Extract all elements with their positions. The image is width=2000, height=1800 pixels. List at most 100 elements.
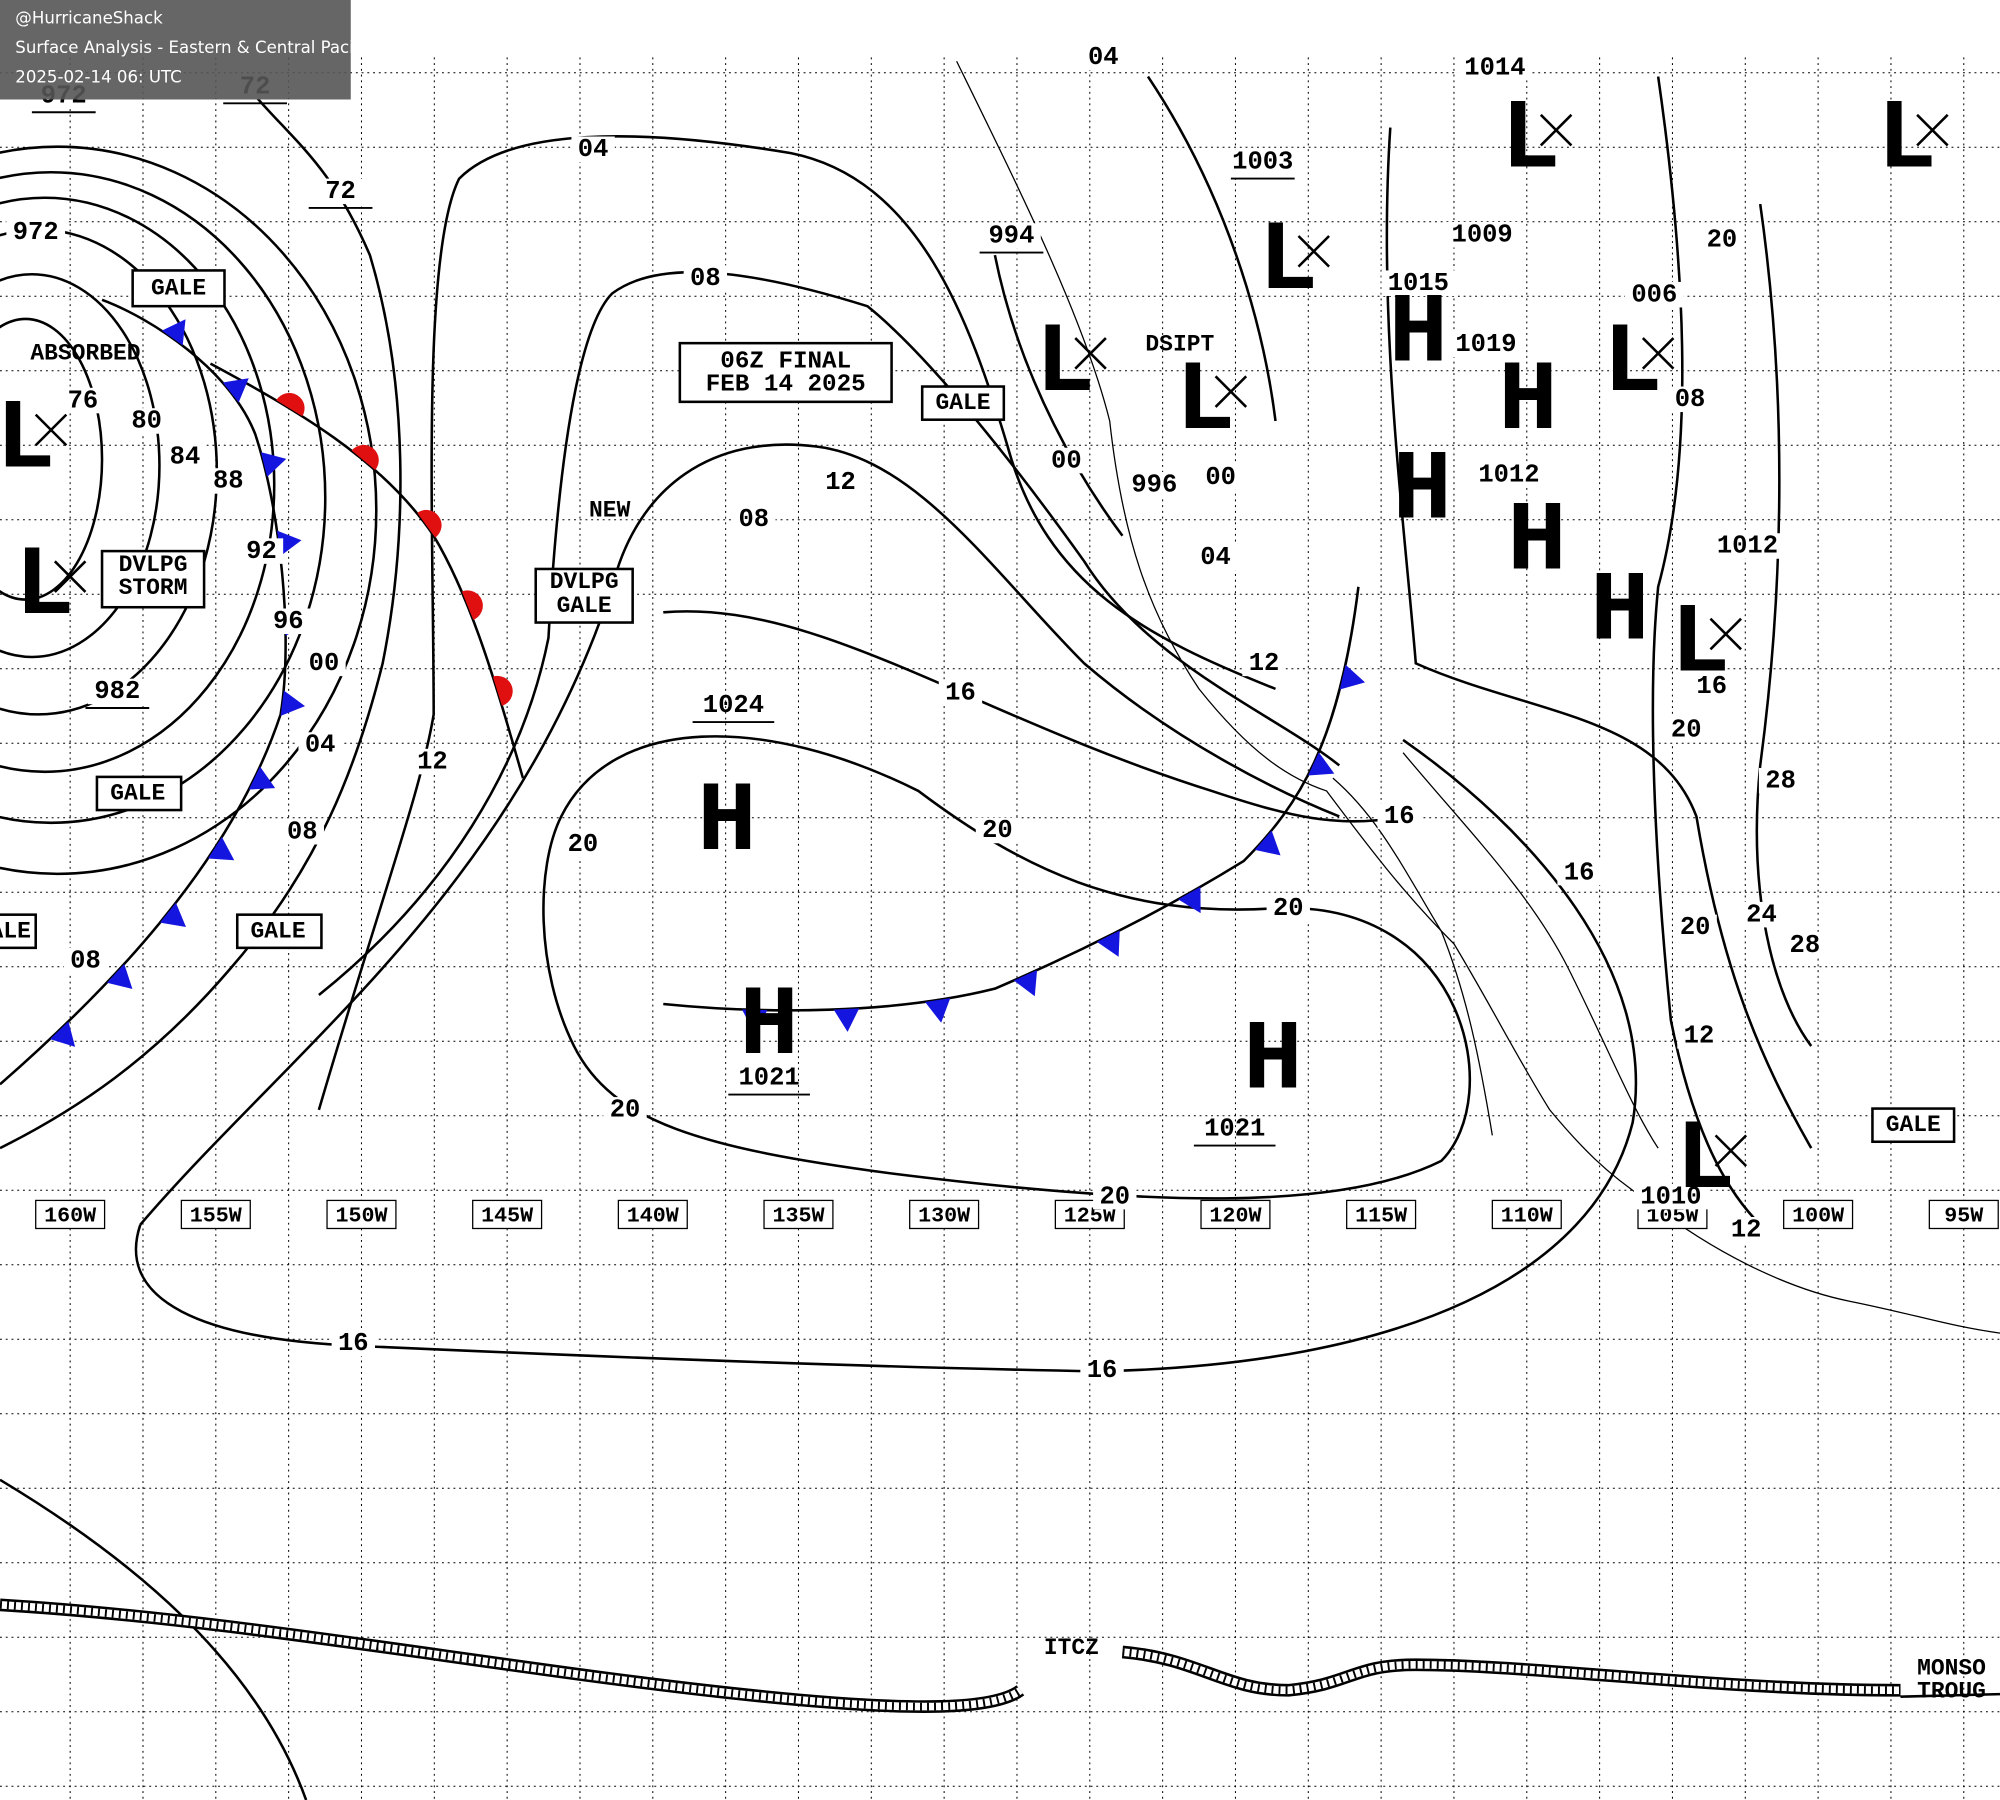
low-center-mark xyxy=(1539,113,1573,147)
isobar-label: 76 xyxy=(68,386,99,415)
feature-box xyxy=(95,775,183,812)
feature-label: MONSO xyxy=(1917,1656,1986,1682)
low-center-mark xyxy=(53,560,87,593)
label-backdrop xyxy=(1783,932,1827,959)
feature-box xyxy=(100,549,206,609)
isobar-label: 88 xyxy=(213,467,244,496)
label-backdrop xyxy=(1081,44,1125,71)
isobar-label: 08 xyxy=(1675,385,1706,414)
longitude-box xyxy=(326,1199,397,1230)
isobar-label: 1019 xyxy=(1455,330,1516,359)
isobar-label: 1010 xyxy=(1640,1182,1701,1211)
isobar-label: 1009 xyxy=(1452,220,1513,249)
cold-front-symbol xyxy=(160,902,186,927)
label-backdrop xyxy=(239,538,284,564)
isobar-label: 12 xyxy=(1249,649,1280,678)
label-backdrop xyxy=(280,818,324,845)
isobar-label: 20 xyxy=(610,1096,641,1125)
cold-front-symbol xyxy=(1178,886,1201,914)
title-box xyxy=(678,341,893,404)
pressure-center-value: 1024 xyxy=(703,691,764,720)
label-backdrop xyxy=(732,506,776,532)
isobar xyxy=(0,94,402,1150)
feature-label: ALE xyxy=(0,918,31,944)
label-backdrop xyxy=(1625,281,1684,308)
cold-front-symbol xyxy=(1308,752,1335,776)
feature-label: STORM xyxy=(119,575,188,601)
isobar-label: 20 xyxy=(1099,1182,1130,1211)
isobar xyxy=(993,75,1277,537)
cold-front-symbol xyxy=(1339,664,1366,690)
label-backdrop xyxy=(1193,544,1238,571)
isobar xyxy=(0,196,276,773)
label-backdrop xyxy=(1700,227,1744,253)
pressure-center-value: 1021 xyxy=(1204,1115,1265,1144)
longitude-label: 150W xyxy=(335,1203,387,1228)
longitude-label: 130W xyxy=(918,1203,970,1228)
cold-front-symbol xyxy=(161,319,186,346)
label-backdrop xyxy=(683,265,728,291)
label-backdrop xyxy=(1677,1023,1721,1049)
isobar-label: 80 xyxy=(131,407,162,436)
pressure-center-symbol: L xyxy=(1501,84,1561,197)
label-backdrop xyxy=(1673,914,1717,941)
pressure-center-symbol: H xyxy=(1392,434,1452,547)
isobar-label: 20 xyxy=(568,830,599,859)
isobar-label: 08 xyxy=(739,505,770,534)
label-backdrop xyxy=(1557,859,1601,886)
feature-label: DSIPT xyxy=(1145,331,1214,357)
isobar xyxy=(1651,76,1762,1226)
feature-box xyxy=(131,269,226,308)
label-backdrop xyxy=(1448,331,1523,358)
feature-label: GALE xyxy=(935,390,990,416)
warm-front-symbol xyxy=(276,392,305,417)
longitude-label: 115W xyxy=(1355,1203,1407,1228)
label-backdrop xyxy=(1668,386,1712,413)
label-backdrop xyxy=(302,650,346,677)
feature-box xyxy=(920,385,1006,421)
itcz-hatch xyxy=(0,1600,1901,1711)
longitude-box xyxy=(1346,1199,1417,1230)
cold-front-symbol xyxy=(1254,830,1281,856)
label-backdrop xyxy=(982,223,1041,249)
label-backdrop xyxy=(1242,650,1286,677)
label-backdrop xyxy=(266,608,310,635)
feature-box xyxy=(235,913,323,950)
low-center-mark xyxy=(1709,617,1742,651)
pressure-center-symbol: L xyxy=(1676,1104,1736,1217)
isobar xyxy=(0,317,104,601)
feature-box xyxy=(534,567,634,624)
isobar-label: 1014 xyxy=(1464,53,1525,82)
isobar xyxy=(139,443,1340,1226)
label-backdrop xyxy=(938,679,983,706)
isobar-label: 1012 xyxy=(1717,532,1778,561)
pressure-center-symbol: L xyxy=(15,530,75,643)
stationary-front xyxy=(663,586,1360,1012)
label-backdrop xyxy=(1758,767,1803,794)
feature-label: ABSORBED xyxy=(30,340,140,366)
isobar-label: 16 xyxy=(945,678,976,707)
pressure-center-symbol: H xyxy=(697,766,757,879)
warm-front-symbol xyxy=(492,675,513,706)
label-backdrop xyxy=(1690,673,1734,700)
title-box-line: FEB 14 2025 xyxy=(706,371,866,398)
isobar-label: 96 xyxy=(273,607,304,636)
feature-label: GALE xyxy=(557,593,612,619)
feature-label: GALE xyxy=(151,275,206,301)
feature-label: DVLPG xyxy=(119,552,188,578)
warm-front-symbol xyxy=(461,590,483,620)
longitude-box xyxy=(909,1199,980,1230)
pressure-center-symbol: H xyxy=(1590,556,1650,669)
pressure-center-symbol: H xyxy=(1507,485,1567,598)
longitude-box xyxy=(763,1199,834,1230)
longitude-label: 145W xyxy=(481,1203,533,1228)
isobar xyxy=(0,273,161,659)
longitude-box xyxy=(1200,1199,1271,1230)
isobar-label: 00 xyxy=(1051,446,1082,475)
longitude-box xyxy=(1783,1199,1854,1230)
cold-front-symbol xyxy=(277,530,302,556)
label-backdrop xyxy=(318,178,363,205)
isobar-label: 24 xyxy=(1746,900,1777,929)
longitude-label: 120W xyxy=(1209,1203,1261,1228)
